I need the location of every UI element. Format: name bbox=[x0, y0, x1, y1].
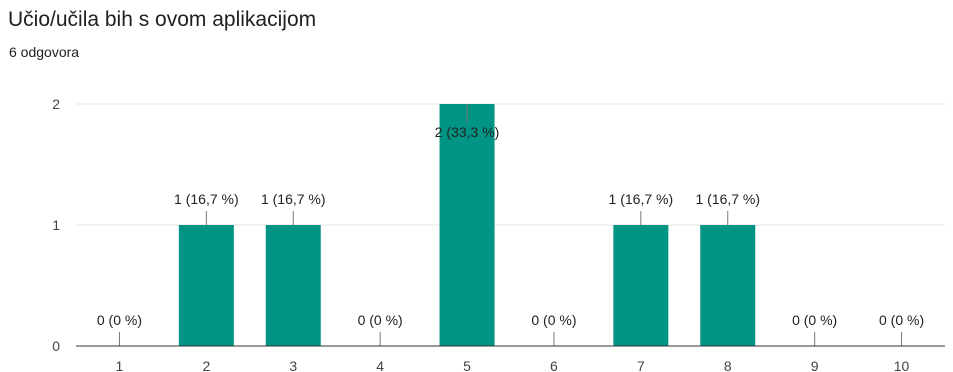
response-count: 6 odgovora bbox=[9, 44, 80, 60]
x-tick-label: 1 bbox=[116, 358, 124, 372]
x-tick-label: 5 bbox=[463, 358, 471, 372]
data-label: 1 (16,7 %) bbox=[609, 191, 674, 207]
bar bbox=[613, 225, 669, 346]
data-label: 0 (0 %) bbox=[531, 312, 576, 328]
x-tick-label: 7 bbox=[637, 358, 645, 372]
bar bbox=[265, 225, 321, 346]
y-tick-label: 1 bbox=[52, 217, 60, 233]
chart-title: Učio/učila bih s ovom aplikacijom bbox=[8, 8, 317, 31]
data-label: 1 (16,7 %) bbox=[174, 191, 239, 207]
x-tick-label: 10 bbox=[894, 358, 910, 372]
y-tick-label: 2 bbox=[52, 96, 60, 112]
data-label: 2 (33,3 %) bbox=[435, 124, 500, 140]
data-label: 0 (0 %) bbox=[358, 312, 403, 328]
data-label: 0 (0 %) bbox=[879, 312, 924, 328]
data-label: 0 (0 %) bbox=[97, 312, 142, 328]
data-label: 0 (0 %) bbox=[792, 312, 837, 328]
bar bbox=[178, 225, 234, 346]
x-tick-label: 2 bbox=[202, 358, 210, 372]
x-tick-label: 6 bbox=[550, 358, 558, 372]
x-tick-label: 8 bbox=[724, 358, 732, 372]
y-tick-label: 0 bbox=[52, 338, 60, 354]
x-tick-label: 4 bbox=[376, 358, 384, 372]
data-label: 1 (16,7 %) bbox=[695, 191, 760, 207]
bar bbox=[700, 225, 756, 346]
data-label: 1 (16,7 %) bbox=[261, 191, 326, 207]
x-tick-label: 3 bbox=[289, 358, 297, 372]
x-tick-label: 9 bbox=[811, 358, 819, 372]
bar bbox=[439, 104, 495, 346]
